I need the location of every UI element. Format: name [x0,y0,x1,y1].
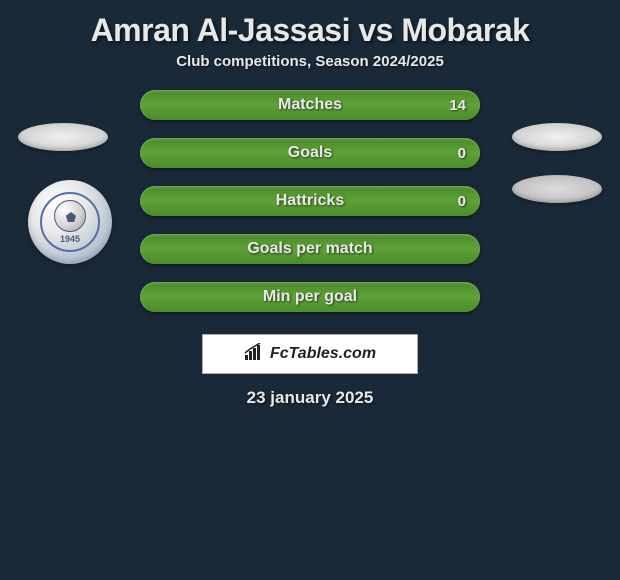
stat-bar: Min per goal [140,282,480,312]
subtitle: Club competitions, Season 2024/2025 [0,53,620,90]
stat-label: Goals [288,144,332,162]
stat-value-right: 14 [449,97,466,114]
stat-row-goals-per-match: Goals per match [0,234,620,264]
stat-value-right: 0 [458,145,466,162]
stat-bar: Hattricks 0 [140,186,480,216]
stat-row-matches: Matches 14 [0,90,620,120]
chart-bar-icon [244,343,266,366]
stat-value-right: 0 [458,193,466,210]
stat-label: Matches [278,96,342,114]
stat-bar: Goals 0 [140,138,480,168]
stat-label: Hattricks [276,192,344,210]
watermark-box: FcTables.com [202,334,418,374]
stat-label: Goals per match [247,240,372,258]
stats-container: Matches 14 Goals 0 Hattricks 0 Goals per… [0,90,620,312]
page-title: Amran Al-Jassasi vs Mobarak [0,0,620,53]
watermark-text: FcTables.com [270,345,376,363]
date-text: 23 january 2025 [0,388,620,408]
stat-bar: Matches 14 [140,90,480,120]
stat-row-goals: Goals 0 [0,138,620,168]
stat-label: Min per goal [263,288,357,306]
stat-row-min-per-goal: Min per goal [0,282,620,312]
stat-row-hattricks: Hattricks 0 [0,186,620,216]
stat-bar: Goals per match [140,234,480,264]
